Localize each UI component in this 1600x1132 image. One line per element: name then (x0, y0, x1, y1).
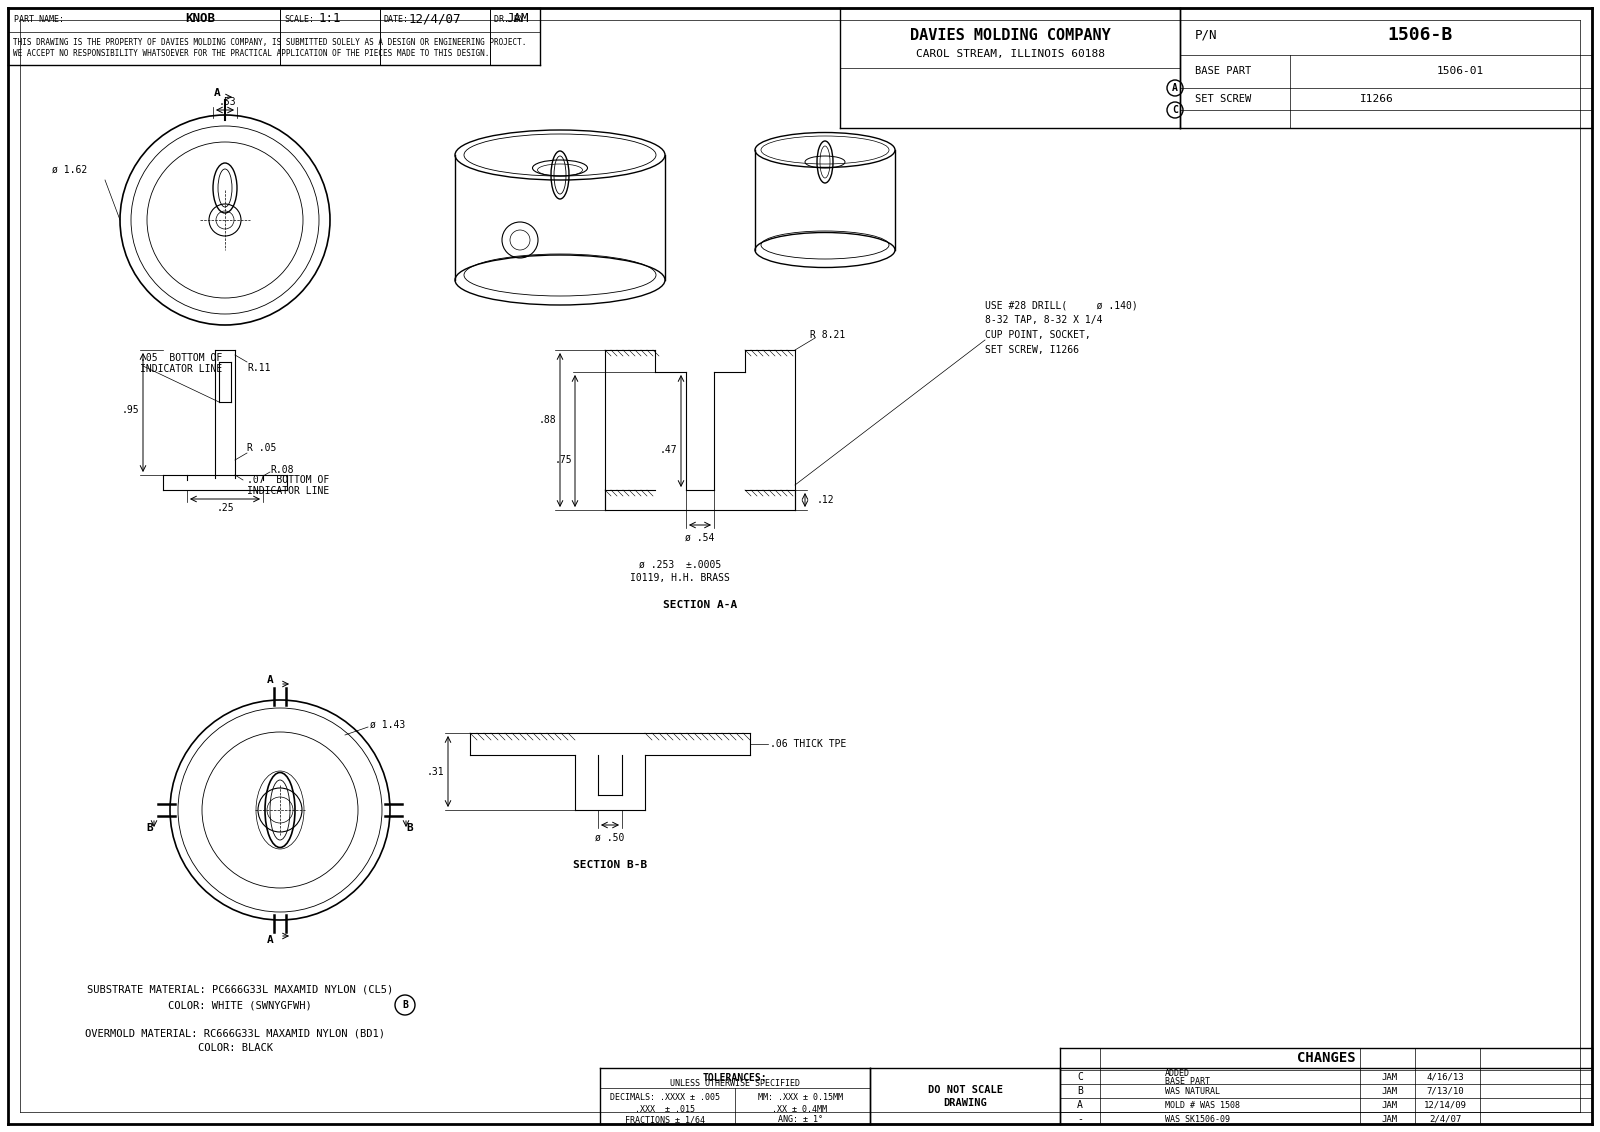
Text: SUBSTRATE MATERIAL: PC666G33L MAXAMID NYLON (CL5): SUBSTRATE MATERIAL: PC666G33L MAXAMID NY… (86, 985, 394, 995)
Text: BASE PART: BASE PART (1195, 66, 1251, 76)
Text: R.11: R.11 (246, 363, 270, 374)
Text: WE ACCEPT NO RESPONSIBILITY WHATSOEVER FOR THE PRACTICAL APPLICATION OF THE PIEC: WE ACCEPT NO RESPONSIBILITY WHATSOEVER F… (13, 50, 490, 59)
Text: R 8.21: R 8.21 (810, 331, 845, 340)
Text: SECTION B-B: SECTION B-B (573, 860, 646, 871)
Text: COLOR: WHITE (SWNYGFWH): COLOR: WHITE (SWNYGFWH) (168, 1000, 312, 1010)
Text: INDICATOR LINE: INDICATOR LINE (246, 486, 330, 496)
Text: A: A (1173, 83, 1178, 93)
Text: B: B (1077, 1086, 1083, 1096)
Text: .07  BOTTOM OF: .07 BOTTOM OF (246, 475, 330, 484)
Text: .75: .75 (554, 455, 571, 465)
Text: ø 1.62: ø 1.62 (53, 165, 88, 175)
Text: C: C (1077, 1072, 1083, 1082)
Text: SET SCREW: SET SCREW (1195, 94, 1251, 104)
Text: -: - (1077, 1114, 1083, 1124)
Text: INDICATOR LINE: INDICATOR LINE (141, 365, 222, 374)
Text: FRACTIONS ± 1/64: FRACTIONS ± 1/64 (626, 1115, 706, 1124)
Text: DAVIES MOLDING COMPANY: DAVIES MOLDING COMPANY (910, 28, 1110, 43)
Text: 2/4/07: 2/4/07 (1429, 1115, 1461, 1123)
Text: P/N: P/N (1195, 28, 1218, 42)
Text: TOLERANCES:: TOLERANCES: (702, 1073, 768, 1083)
Text: B: B (147, 823, 154, 833)
Text: .53: .53 (218, 97, 235, 108)
Text: COLOR: BLACK: COLOR: BLACK (197, 1043, 272, 1053)
Text: R .05: R .05 (246, 443, 277, 453)
Text: DATE:: DATE: (384, 15, 410, 24)
Text: CHANGES: CHANGES (1296, 1050, 1355, 1065)
Text: ø .50: ø .50 (595, 833, 624, 843)
Text: A: A (267, 675, 274, 685)
Text: R.08: R.08 (270, 465, 293, 475)
Text: 1506-B: 1506-B (1387, 26, 1453, 44)
Text: SCALE:: SCALE: (285, 15, 314, 24)
Text: .88: .88 (538, 415, 555, 424)
Text: A: A (214, 88, 221, 98)
Text: .95: .95 (122, 405, 139, 415)
Text: I0119, H.H. BRASS: I0119, H.H. BRASS (630, 573, 730, 583)
Text: OVERMOLD MATERIAL: RC666G33L MAXAMID NYLON (BD1): OVERMOLD MATERIAL: RC666G33L MAXAMID NYL… (85, 1028, 386, 1038)
Text: SET SCREW, I1266: SET SCREW, I1266 (986, 345, 1078, 355)
Text: KNOB: KNOB (186, 12, 214, 26)
Text: A: A (1077, 1100, 1083, 1110)
Text: .XX ± 0.4MM: .XX ± 0.4MM (773, 1105, 827, 1114)
Text: JAM: JAM (1382, 1087, 1398, 1096)
Text: WAS NATURAL: WAS NATURAL (1165, 1087, 1221, 1096)
Text: ADDED: ADDED (1165, 1070, 1190, 1079)
Text: 1506-01: 1506-01 (1437, 66, 1483, 76)
Text: C: C (1173, 105, 1178, 115)
Text: DR. BY: DR. BY (494, 15, 525, 24)
Text: ø .253  ±.0005: ø .253 ±.0005 (638, 560, 722, 571)
Text: JAM: JAM (1382, 1115, 1398, 1123)
Text: B: B (406, 823, 413, 833)
Text: DO NOT SCALE: DO NOT SCALE (928, 1084, 1003, 1095)
Text: CUP POINT, SOCKET,: CUP POINT, SOCKET, (986, 331, 1091, 340)
Text: DECIMALS: .XXXX ± .005: DECIMALS: .XXXX ± .005 (610, 1094, 720, 1103)
Text: 12/14/09: 12/14/09 (1424, 1100, 1467, 1109)
Text: I1266: I1266 (1360, 94, 1394, 104)
Text: 4/16/13: 4/16/13 (1426, 1072, 1464, 1081)
Text: 1:1: 1:1 (318, 12, 341, 26)
Text: CAROL STREAM, ILLINOIS 60188: CAROL STREAM, ILLINOIS 60188 (915, 49, 1104, 59)
Text: ø 1.43: ø 1.43 (370, 720, 405, 730)
Text: JAM: JAM (1382, 1072, 1398, 1081)
Text: .47: .47 (659, 445, 677, 455)
Text: ø .54: ø .54 (685, 533, 715, 543)
Text: A: A (267, 935, 274, 945)
Text: 7/13/10: 7/13/10 (1426, 1087, 1464, 1096)
Text: JAM: JAM (507, 12, 530, 26)
Text: JAM: JAM (1382, 1100, 1398, 1109)
Text: WAS SK1506-09: WAS SK1506-09 (1165, 1115, 1230, 1123)
Text: SECTION A-A: SECTION A-A (662, 600, 738, 610)
Text: ANG: ± 1°: ANG: ± 1° (778, 1115, 822, 1124)
Text: .25: .25 (216, 503, 234, 513)
Text: THIS DRAWING IS THE PROPERTY OF DAVIES MOLDING COMPANY, IS SUBMITTED SOLELY AS A: THIS DRAWING IS THE PROPERTY OF DAVIES M… (13, 38, 526, 48)
Text: MM: .XXX ± 0.15MM: MM: .XXX ± 0.15MM (757, 1094, 843, 1103)
Text: .12: .12 (818, 495, 835, 505)
Text: DRAWING: DRAWING (942, 1098, 987, 1108)
Text: .31: .31 (426, 767, 443, 777)
Text: USE #28 DRILL(     ø .140): USE #28 DRILL( ø .140) (986, 300, 1138, 310)
Text: PART NAME:: PART NAME: (14, 15, 64, 24)
Text: 12/4/07: 12/4/07 (408, 12, 461, 26)
Text: 8-32 TAP, 8-32 X 1/4: 8-32 TAP, 8-32 X 1/4 (986, 315, 1102, 325)
Text: MOLD # WAS 1508: MOLD # WAS 1508 (1165, 1100, 1240, 1109)
Text: .06 THICK TPE: .06 THICK TPE (770, 739, 846, 749)
Text: B: B (402, 1000, 408, 1010)
Text: BASE PART: BASE PART (1165, 1078, 1210, 1087)
Text: .05  BOTTOM OF: .05 BOTTOM OF (141, 353, 222, 363)
Text: UNLESS OTHERWISE SPECIFIED: UNLESS OTHERWISE SPECIFIED (670, 1080, 800, 1089)
Text: .XXX  ± .015: .XXX ± .015 (635, 1105, 694, 1114)
